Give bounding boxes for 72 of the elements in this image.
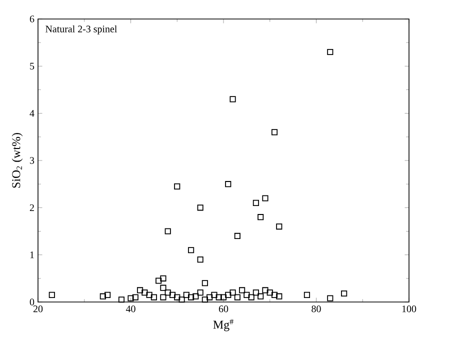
point	[220, 294, 227, 300]
point	[271, 129, 278, 136]
point	[341, 290, 348, 297]
point	[252, 200, 260, 206]
y-axis-title: SiO$_{2}$ (wt%)	[12, 133, 23, 188]
y-tick-label: 6	[30, 16, 34, 22]
point	[225, 292, 232, 298]
point	[234, 294, 240, 300]
point	[276, 293, 282, 300]
point	[178, 296, 185, 303]
y-tick-label: 4	[30, 110, 34, 117]
point	[258, 293, 264, 300]
point	[327, 48, 334, 56]
x-tick-label: 20	[33, 306, 43, 312]
x-tick-label: 60	[218, 306, 228, 312]
point	[271, 292, 278, 298]
point	[118, 296, 125, 303]
point	[258, 214, 264, 220]
point	[244, 292, 250, 298]
y-tick-label: 0	[30, 298, 34, 306]
x-tick-label: 100	[402, 306, 416, 312]
point	[156, 278, 162, 284]
point	[234, 232, 240, 240]
point	[202, 296, 208, 303]
point	[142, 290, 148, 296]
point	[248, 294, 254, 300]
point	[164, 228, 171, 234]
point	[202, 280, 208, 286]
point	[169, 292, 176, 298]
point	[192, 293, 199, 300]
point	[188, 294, 194, 300]
point	[225, 181, 232, 188]
point	[197, 290, 204, 296]
x-tick-label: 40	[126, 306, 136, 312]
point	[216, 294, 222, 300]
point	[100, 293, 106, 300]
x-tick-label: 80	[312, 306, 321, 312]
x-axis-title: Mg$^{#}$	[213, 319, 234, 332]
point	[211, 292, 218, 298]
point	[128, 295, 134, 302]
point	[174, 183, 180, 190]
point	[150, 294, 157, 300]
point	[197, 256, 204, 263]
point	[160, 284, 166, 291]
point	[132, 294, 138, 300]
point	[183, 292, 190, 298]
point	[230, 290, 236, 296]
point	[262, 287, 268, 294]
point	[252, 290, 260, 296]
point	[188, 247, 194, 254]
y-tick-label: 1	[30, 252, 34, 258]
point	[160, 294, 166, 300]
point	[160, 275, 166, 282]
point	[230, 96, 236, 102]
point	[104, 292, 111, 298]
y-tick-label: 2	[30, 204, 34, 211]
y-tick-label: 5	[30, 62, 34, 70]
point	[262, 195, 268, 202]
point	[164, 290, 171, 296]
point	[327, 295, 334, 302]
point	[206, 294, 213, 300]
point	[136, 287, 144, 294]
point	[304, 292, 310, 298]
point	[276, 223, 282, 230]
y-tick-label: 3	[30, 157, 34, 164]
point	[146, 292, 152, 298]
point	[197, 204, 204, 211]
annotation: Natural 2-3 spinel	[46, 25, 117, 34]
point	[48, 292, 55, 298]
point	[239, 287, 246, 294]
point	[266, 290, 273, 296]
point	[174, 294, 180, 300]
